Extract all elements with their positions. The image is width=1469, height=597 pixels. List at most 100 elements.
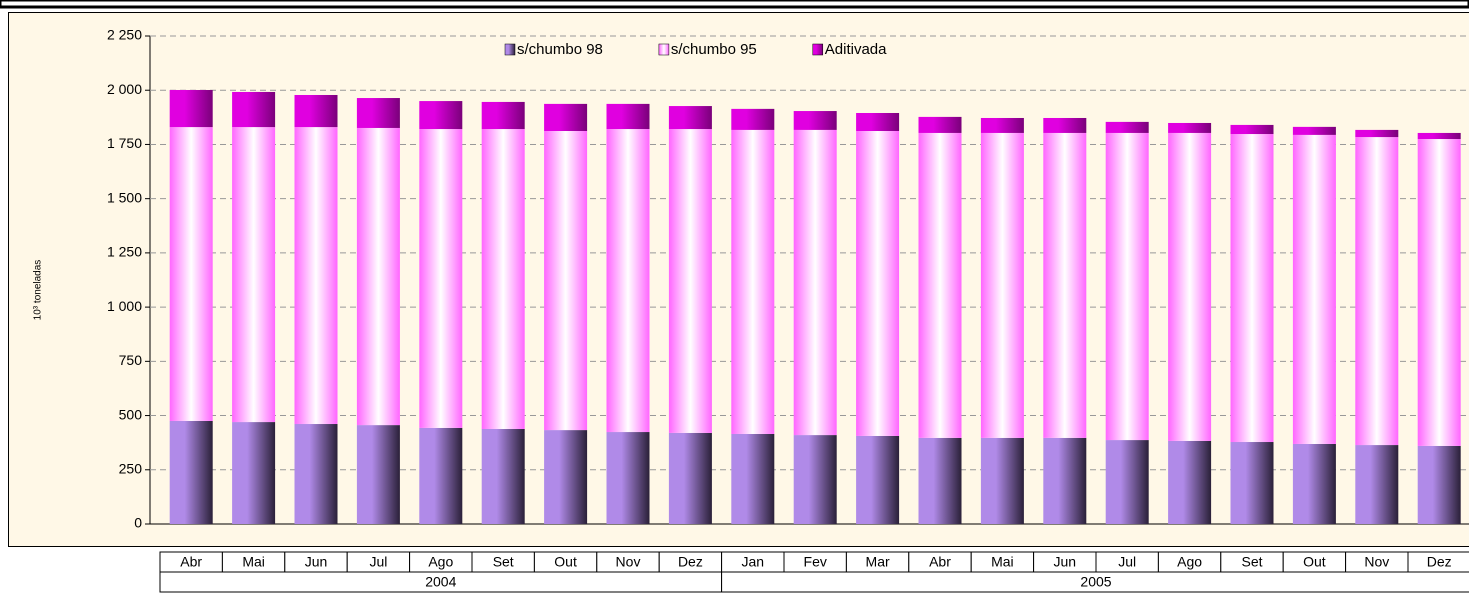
bar-segment <box>1105 132 1149 441</box>
bar-segment <box>294 127 338 425</box>
y-tick-label: 2 000 <box>107 81 142 97</box>
group-label: 2005 <box>1080 574 1111 590</box>
bar-segment <box>1168 122 1212 133</box>
x-tick-label: Jan <box>742 554 765 570</box>
legend-swatch <box>658 43 670 56</box>
legend-swatch <box>504 43 516 56</box>
x-tick-label: Dez <box>678 554 703 570</box>
bar-segment <box>1230 124 1274 135</box>
bar-segment <box>481 429 525 524</box>
bar-segment <box>419 101 463 130</box>
bar-segment <box>1417 139 1461 446</box>
legend-label: s/chumbo 98 <box>517 41 603 58</box>
bar-segment <box>918 132 962 438</box>
bar-segment <box>544 103 588 131</box>
bar-segment <box>1355 129 1399 138</box>
bar-segment <box>356 127 400 426</box>
bar-segment <box>1168 440 1212 524</box>
x-tick-label: Set <box>493 554 514 570</box>
bar-segment <box>606 432 650 524</box>
bar-segment <box>232 91 276 128</box>
x-tick-label: Nov <box>616 554 641 570</box>
bar-segment <box>1043 117 1087 133</box>
bar-segment <box>232 127 276 423</box>
bar-segment <box>918 116 962 133</box>
y-tick-label: 500 <box>119 406 143 422</box>
bar-segment <box>1355 445 1399 524</box>
bar-segment <box>793 129 837 436</box>
x-tick-label: Ago <box>1177 554 1202 570</box>
bar-segment <box>419 427 463 524</box>
bar-segment <box>1043 437 1087 524</box>
bar-segment <box>856 435 900 524</box>
bar-segment <box>1417 132 1461 140</box>
bar-segment <box>980 437 1024 524</box>
bar-segment <box>668 129 712 433</box>
bar-segment <box>356 98 400 128</box>
x-tick-label: Abr <box>180 554 202 570</box>
bar-segment <box>294 424 338 524</box>
bar-segment <box>1105 440 1149 524</box>
bar-segment <box>1105 121 1149 133</box>
y-tick-label: 0 <box>134 515 142 531</box>
y-tick-label: 750 <box>119 352 143 368</box>
y-tick-label: 2 250 <box>107 27 142 43</box>
bar-segment <box>481 129 525 430</box>
bar-segment <box>606 103 650 130</box>
bar-segment <box>980 132 1024 438</box>
x-tick-label: Jun <box>305 554 328 570</box>
bar-segment <box>1292 443 1336 524</box>
bar-segment <box>793 435 837 524</box>
group-cell <box>721 571 1469 593</box>
x-tick-label: Out <box>1303 554 1326 570</box>
bar-segment <box>793 111 837 130</box>
bar-segment <box>1230 134 1274 443</box>
bar-segment <box>1230 442 1274 524</box>
x-tick-label: Abr <box>929 554 951 570</box>
y-tick-label: 1 250 <box>107 244 142 260</box>
x-tick-label: Set <box>1241 554 1262 570</box>
y-tick-label: 1 750 <box>107 135 142 151</box>
y-tick-label: 250 <box>119 460 143 476</box>
bar-segment <box>731 129 775 434</box>
x-tick-label: Fev <box>804 554 827 570</box>
bar-segment <box>1168 132 1212 441</box>
x-tick-label: Out <box>554 554 577 570</box>
x-tick-label: Ago <box>428 554 453 570</box>
x-tick-label: Jul <box>1118 554 1136 570</box>
bar-segment <box>1417 445 1461 524</box>
bar-segment <box>918 437 962 524</box>
bar-segment <box>169 90 213 128</box>
legend-swatch <box>812 43 824 56</box>
bar-segment <box>668 432 712 524</box>
bar-segment <box>169 127 213 421</box>
x-tick-label: Dez <box>1427 554 1452 570</box>
bar-segment <box>1292 134 1336 444</box>
x-tick-label: Jul <box>369 554 387 570</box>
bar-segment <box>356 425 400 524</box>
bar-segment <box>481 101 525 130</box>
x-tick-label: Mai <box>991 554 1014 570</box>
bar-segment <box>232 422 276 524</box>
bar-segment <box>856 130 900 436</box>
bar-segment <box>1292 126 1336 135</box>
y-axis-label: 10³ toneladas <box>33 260 44 321</box>
bar-segment <box>169 420 213 524</box>
x-tick-label: Nov <box>1364 554 1389 570</box>
bar-segment <box>544 430 588 524</box>
legend-label: s/chumbo 95 <box>671 41 757 58</box>
bar-segment <box>668 106 712 130</box>
bar-segment <box>731 433 775 524</box>
x-tick-label: Mar <box>866 554 890 570</box>
x-tick-label: Jun <box>1054 554 1077 570</box>
group-label: 2004 <box>425 574 456 590</box>
y-tick-label: 1 000 <box>107 298 142 314</box>
bar-segment <box>1043 132 1087 438</box>
bar-segment <box>856 112 900 131</box>
bar-segment <box>606 129 650 433</box>
bar-segment <box>731 108 775 130</box>
x-tick-label: Mai <box>242 554 265 570</box>
y-tick-label: 1 500 <box>107 189 142 205</box>
title-frame <box>0 0 1469 9</box>
